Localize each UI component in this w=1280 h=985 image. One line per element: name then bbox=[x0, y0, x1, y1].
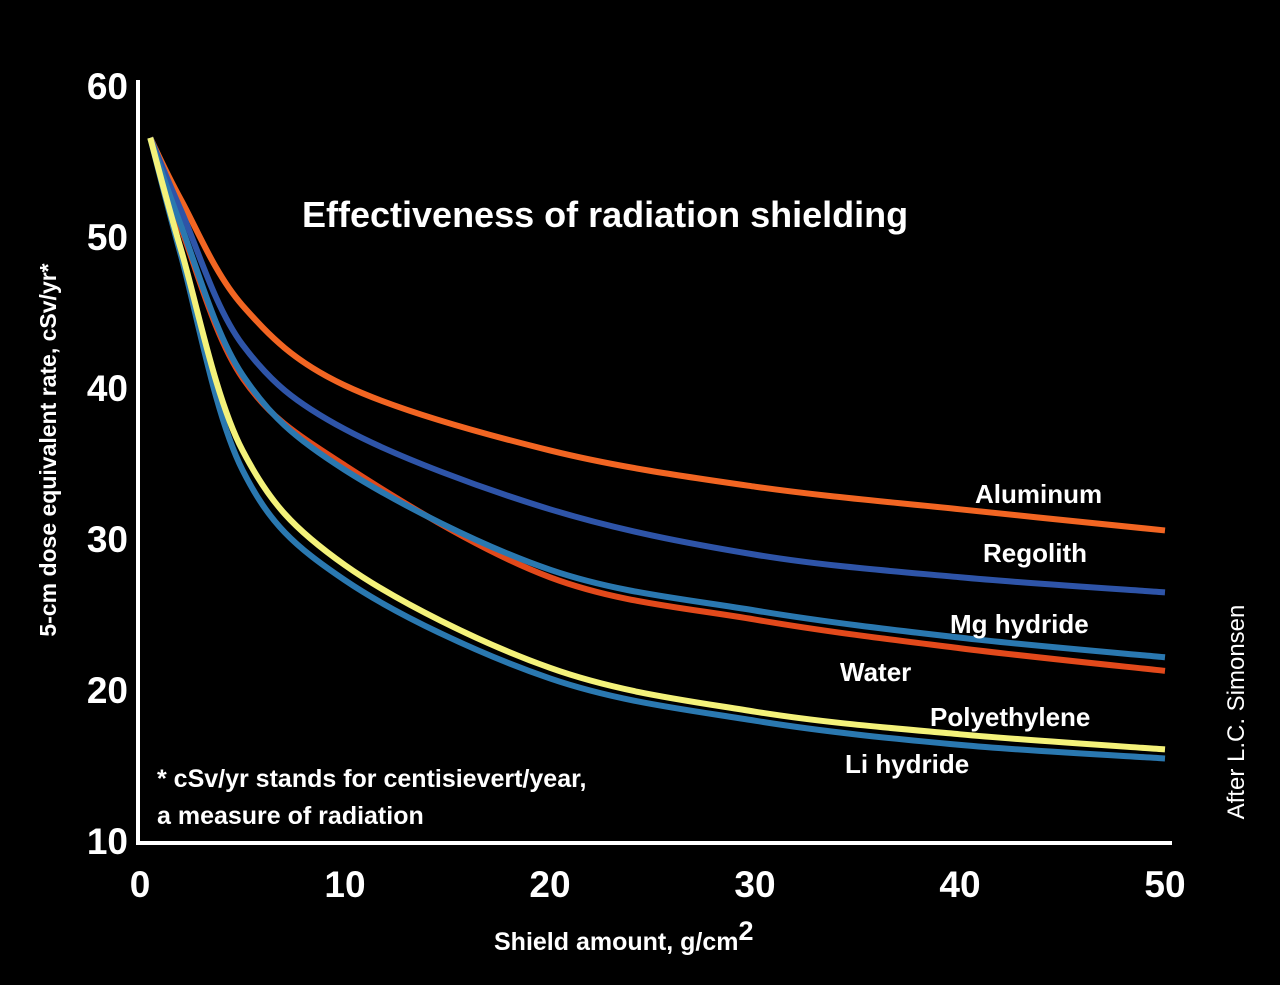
series-label-li-hydride: Li hydride bbox=[845, 749, 969, 779]
series-line-regolith bbox=[147, 136, 1166, 596]
footnote-line-1: * cSv/yr stands for centisievert/year, bbox=[157, 765, 586, 793]
y-tick-label: 10 bbox=[87, 821, 128, 862]
series-line-polyethylene bbox=[147, 137, 1166, 753]
x-tick-label: 50 bbox=[1144, 864, 1185, 905]
series-line-mg-hydride bbox=[147, 136, 1166, 661]
footnote-line-2: a measure of radiation bbox=[157, 802, 424, 830]
x-axis-label-text: Shield amount, g/cm bbox=[494, 928, 738, 956]
x-tick-label: 20 bbox=[529, 864, 570, 905]
x-tick-labels: 0 10 20 30 40 50 bbox=[130, 864, 1186, 905]
series-label-water: Water bbox=[840, 657, 911, 687]
series-label-polyethylene: Polyethylene bbox=[930, 702, 1090, 732]
y-tick-label: 40 bbox=[87, 368, 128, 409]
x-tick-label: 30 bbox=[734, 864, 775, 905]
series-label-mg-hydride: Mg hydride bbox=[950, 609, 1089, 639]
series-label-aluminum: Aluminum bbox=[975, 479, 1102, 509]
credit: After L.C. Simonsen bbox=[1223, 605, 1250, 820]
curves bbox=[147, 136, 1166, 762]
y-tick-label: 50 bbox=[87, 217, 128, 258]
y-axis-label: 5-cm dose equivalent rate, cSv/yr* bbox=[35, 263, 61, 636]
chart-title: Effectiveness of radiation shielding bbox=[302, 194, 908, 235]
y-tick-label: 60 bbox=[87, 66, 128, 107]
x-tick-label: 10 bbox=[324, 864, 365, 905]
x-axis-label: Shield amount, g/cm2 bbox=[494, 916, 754, 956]
y-tick-labels: 10 20 30 40 50 60 bbox=[87, 66, 128, 862]
x-tick-label: 0 bbox=[130, 864, 151, 905]
y-tick-label: 20 bbox=[87, 670, 128, 711]
series-labels: Aluminum Regolith Mg hydride Water Polyethyl… bbox=[840, 479, 1102, 779]
x-axis-label-superscript: 2 bbox=[738, 916, 753, 946]
series-line-aluminum bbox=[147, 136, 1166, 534]
y-tick-label: 30 bbox=[87, 519, 128, 560]
x-tick-label: 40 bbox=[939, 864, 980, 905]
series-label-regolith: Regolith bbox=[983, 538, 1087, 568]
